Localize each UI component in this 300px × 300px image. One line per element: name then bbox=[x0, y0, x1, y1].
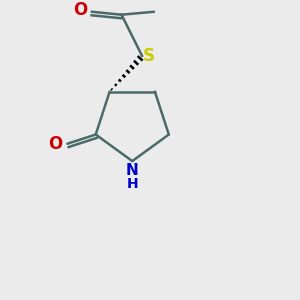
Text: H: H bbox=[127, 177, 138, 191]
Text: N: N bbox=[126, 163, 139, 178]
Text: O: O bbox=[48, 135, 62, 153]
Text: S: S bbox=[143, 47, 155, 65]
Text: O: O bbox=[73, 1, 87, 19]
